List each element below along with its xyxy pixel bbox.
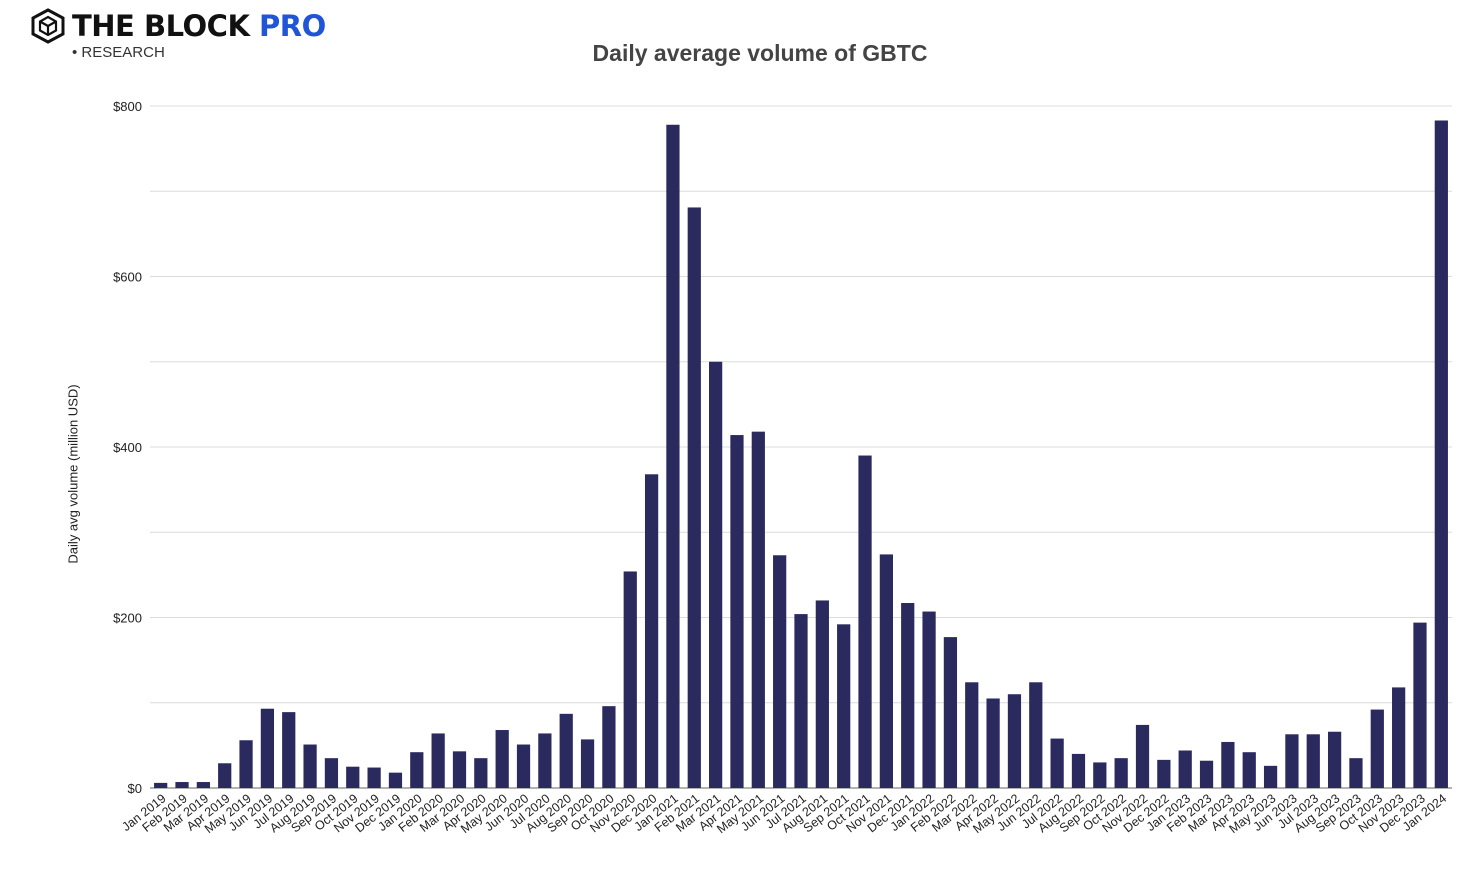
y-tick-label: $400 [113,440,142,455]
bar [1071,753,1086,788]
brand-logo: THE BLOCK PRO • RESEARCH [30,8,326,61]
bar [580,739,595,788]
bar [879,554,893,788]
bar [1029,682,1043,788]
chart-title: Daily average volume of GBTC [592,40,928,66]
bar [324,758,339,788]
brand-accent: PRO [259,9,326,43]
bar [367,767,381,788]
bar [1242,752,1256,788]
bar [388,772,403,788]
bar [773,555,787,788]
bar [1221,741,1235,788]
brand-sub-text: RESEARCH [81,44,165,61]
bar [559,713,573,788]
bar [346,766,360,788]
cube-logo-icon [31,8,65,44]
bar [922,611,936,788]
bar [837,624,851,788]
y-tick-label: $800 [113,99,142,114]
bar [1327,731,1342,788]
bar [1285,734,1299,788]
bar [1370,709,1384,788]
bar [1434,120,1448,789]
bar [196,782,210,788]
bar [260,708,275,788]
bar [410,752,424,788]
bar [815,600,829,788]
bar [218,763,232,788]
bar [1050,738,1064,788]
bar [730,435,744,788]
bar [751,431,765,788]
bar [1263,765,1278,788]
bar [858,455,872,788]
bar [452,751,467,788]
bar [495,730,509,788]
bar [1178,750,1192,788]
bar [1306,734,1320,788]
bar [1114,758,1128,788]
brand-name: THE BLOCK PRO [72,9,326,43]
bar [474,758,488,788]
bar [1007,694,1022,788]
bar [538,733,552,788]
bar [623,571,637,788]
bar [516,744,531,788]
bar [431,733,445,788]
y-tick-label: $200 [113,611,142,626]
bar [239,740,253,788]
bar [1392,687,1406,788]
bar [965,682,979,788]
brand-sub: • RESEARCH [72,44,165,61]
bar [644,474,659,788]
bar [1135,724,1150,788]
bar [687,207,701,788]
bar [1413,622,1427,788]
bar [1199,760,1214,788]
bar [943,637,958,788]
bar [1349,758,1363,788]
bar [1093,762,1107,788]
bar [175,782,189,788]
bar [303,744,317,788]
bar [602,706,616,788]
bar [154,782,168,788]
bar [901,603,915,788]
y-tick-label: $600 [113,270,142,285]
bar [986,698,1000,788]
y-tick-label: $0 [128,781,142,796]
bar [794,614,808,788]
bar [666,124,680,788]
bar [282,712,296,788]
bar [1157,759,1171,788]
bar [709,361,723,788]
